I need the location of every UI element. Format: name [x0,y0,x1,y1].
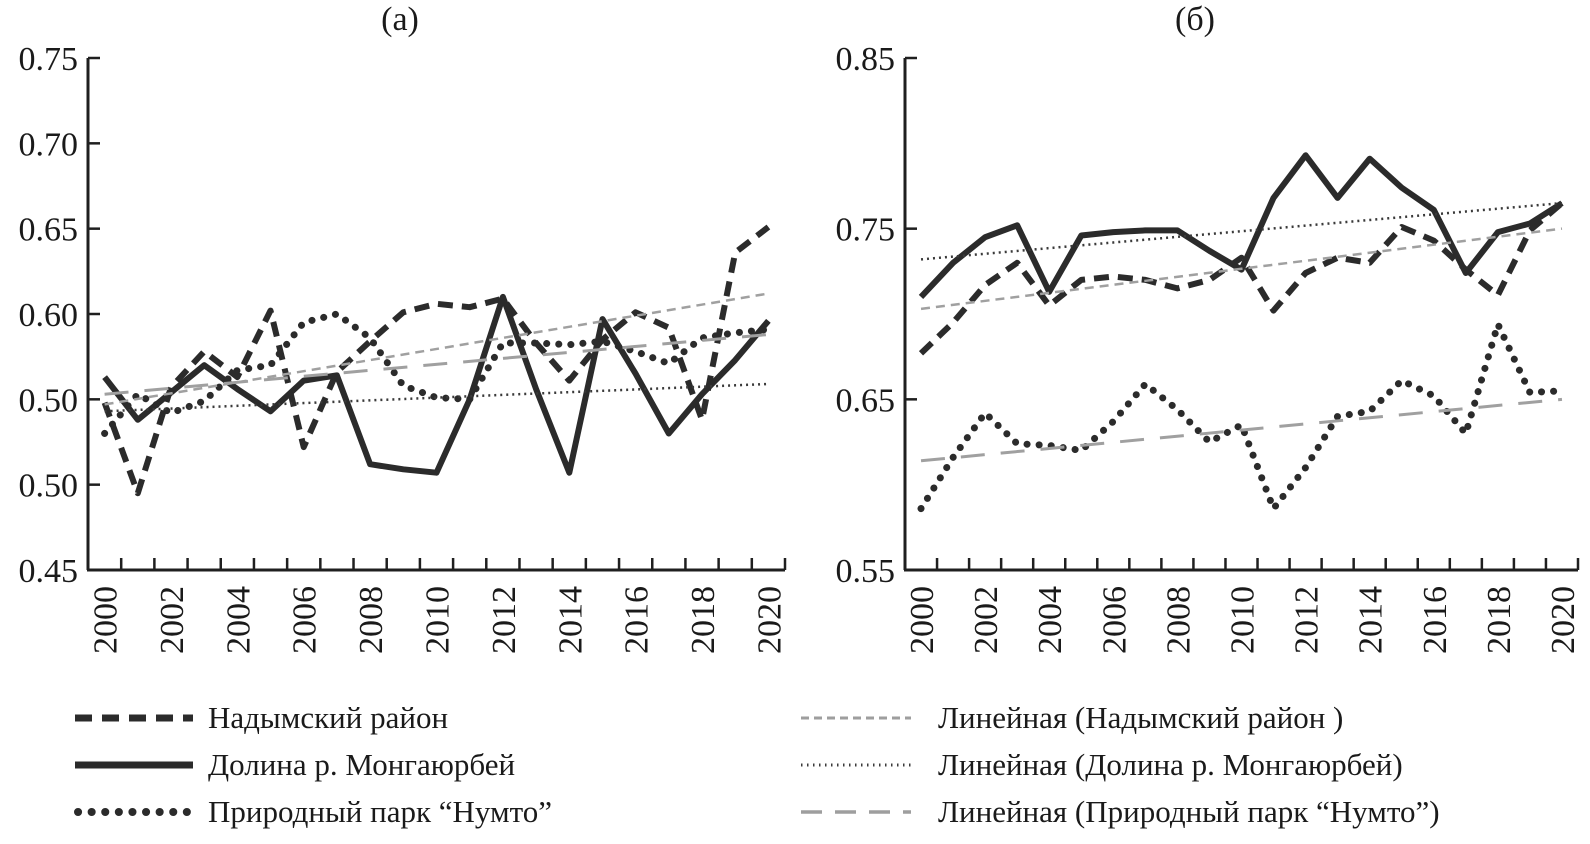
svg-text:2016: 2016 [1417,586,1454,654]
legend-item-numto: Природный парк “Нумто” [72,788,552,835]
legend-label-nadymsky: Надымский район [208,699,449,735]
svg-text:2018: 2018 [685,586,722,654]
svg-text:2012: 2012 [486,586,523,654]
svg-text:2000: 2000 [904,586,941,654]
legend-item-trend-nadymsky: Линейная (Надымский район ) [798,694,1440,741]
svg-text:2008: 2008 [353,586,390,654]
panel-b-title: (б) [1175,1,1215,38]
fine-dot-sample-icon [801,763,911,766]
svg-text:2018: 2018 [1481,586,1518,654]
legend-item-dolina: Долина р. Монгаюрбей [72,741,552,788]
svg-text:0.85: 0.85 [836,41,896,78]
svg-text:0.50: 0.50 [19,382,79,419]
svg-text:2010: 2010 [420,586,457,654]
svg-text:2020: 2020 [751,586,788,654]
legend-trendlines: Линейная (Надымский район ) Линейная (До… [798,694,1440,835]
svg-text:0.75: 0.75 [19,41,79,78]
dotted-line-sample-icon [74,807,196,816]
legend-label-trend-nadymsky: Линейная (Надымский район ) [938,699,1344,735]
legend-series: Надымский район Долина р. Монгаюрбей При… [72,694,552,835]
legend-item-nadymsky: Надымский район [72,694,552,741]
svg-text:2012: 2012 [1289,586,1326,654]
svg-text:2002: 2002 [154,586,191,654]
svg-text:2014: 2014 [1353,586,1390,654]
svg-text:2008: 2008 [1160,586,1197,654]
svg-text:2006: 2006 [1096,586,1133,654]
legend-label-trend-numto: Линейная (Природный парк “Нумто”) [938,793,1440,829]
svg-text:0.70: 0.70 [19,126,79,163]
svg-text:2004: 2004 [220,586,257,654]
svg-text:2004: 2004 [1032,586,1069,654]
svg-text:0.75: 0.75 [836,212,896,249]
panel-a-title: (а) [381,1,419,38]
gray-longdash-sample-icon [801,809,911,814]
svg-text:2002: 2002 [968,586,1005,654]
gray-dash-sample-icon [801,716,911,719]
legend-label-dolina: Долина р. Монгаюрбей [208,746,516,782]
svg-text:0.60: 0.60 [19,297,79,334]
svg-text:0.45: 0.45 [19,553,79,590]
svg-text:0.65: 0.65 [19,212,79,249]
legend-label-trend-dolina: Линейная (Долина р. Монгаюрбей) [938,746,1403,782]
solid-line-sample-icon [75,761,193,768]
svg-text:0.65: 0.65 [836,382,896,419]
svg-text:0.55: 0.55 [836,553,896,590]
svg-text:2010: 2010 [1225,586,1262,654]
svg-text:2016: 2016 [619,586,656,654]
dashed-line-sample-icon [75,714,193,721]
svg-text:2014: 2014 [552,586,589,654]
legend-item-trend-numto: Линейная (Природный парк “Нумто”) [798,788,1440,835]
legend-item-trend-dolina: Линейная (Долина р. Монгаюрбей) [798,741,1440,788]
svg-text:2000: 2000 [88,586,125,654]
svg-text:0.50: 0.50 [19,468,79,505]
svg-text:2006: 2006 [287,586,324,654]
legend-label-numto: Природный парк “Нумто” [208,793,553,829]
svg-text:2020: 2020 [1545,586,1582,654]
